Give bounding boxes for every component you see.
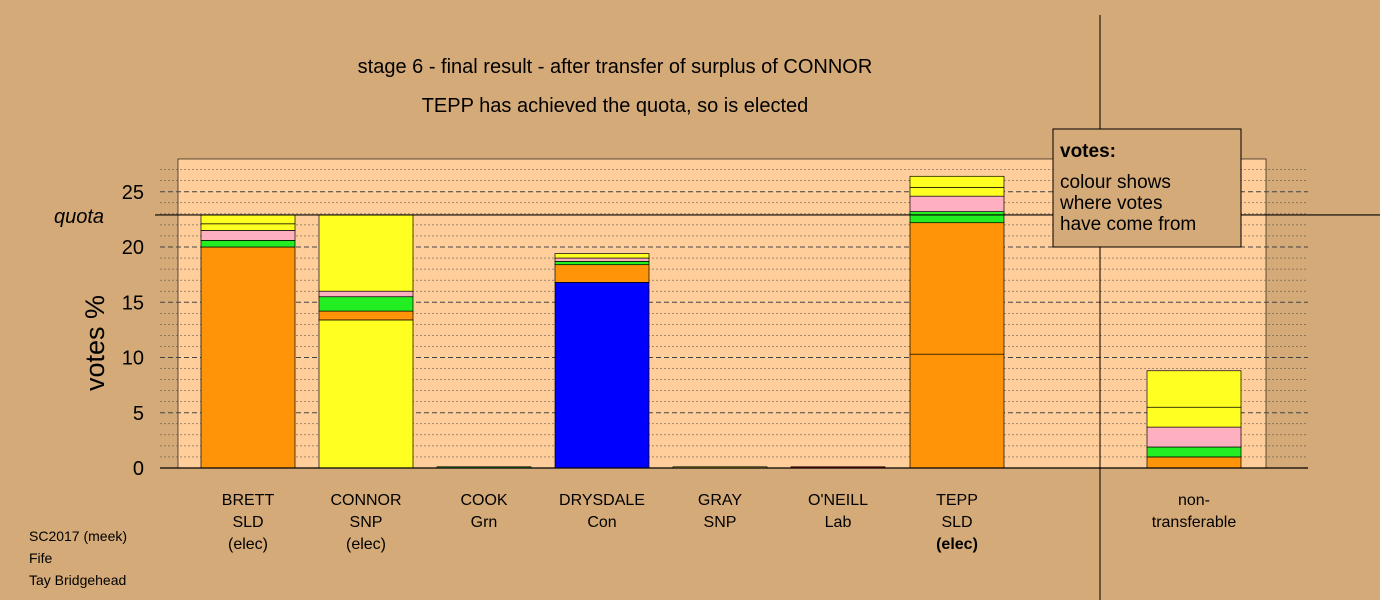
bars bbox=[200, 175, 1242, 469]
candidate-label-cook-name: COOK bbox=[460, 492, 507, 509]
legend-line-3: have come from bbox=[1060, 214, 1196, 235]
footer-line-3: Tay Bridgehead bbox=[29, 572, 126, 588]
candidate-label-brett-party: SLD bbox=[232, 514, 263, 531]
candidate-label-tepp-name: TEPP bbox=[936, 492, 978, 509]
bar-tepp-segment-4 bbox=[909, 186, 1005, 197]
y-tick-label: 25 bbox=[122, 182, 144, 204]
chart-subtitle: TEPP has achieved the quota, so is elect… bbox=[422, 95, 809, 117]
bar-connor-segment-2 bbox=[318, 296, 414, 312]
bar-tepp-segment-2 bbox=[909, 211, 1005, 224]
y-tick-label: 0 bbox=[133, 458, 144, 480]
bar-tepp-segment-1 bbox=[909, 222, 1005, 355]
bar-nontransferable-segment-3 bbox=[1146, 406, 1242, 428]
bar-tepp-segment-0 bbox=[909, 353, 1005, 469]
y-tick-label: 10 bbox=[122, 348, 144, 370]
candidate-label-oneill-party: Lab bbox=[825, 514, 852, 531]
bar-nontransferable-segment-0 bbox=[1146, 456, 1242, 469]
bar-tepp-segment-3 bbox=[909, 195, 1005, 212]
candidate-label-cook-party: Grn bbox=[471, 514, 498, 531]
footer-line-1: SC2017 (meek) bbox=[29, 528, 127, 544]
legend-title: votes: bbox=[1060, 141, 1116, 162]
candidate-label-oneill-name: O'NEILL bbox=[808, 492, 868, 509]
bar-tepp-segment-5 bbox=[909, 175, 1005, 188]
y-tick-label: 15 bbox=[122, 292, 144, 314]
bar-drysdale-segment-4 bbox=[554, 253, 650, 259]
candidate-label-connor-party: SNP bbox=[350, 514, 383, 531]
bar-drysdale-segment-0 bbox=[554, 282, 650, 469]
nontransferable-label-1: non- bbox=[1178, 492, 1210, 509]
candidate-label-gray-name: GRAY bbox=[698, 492, 742, 509]
bar-connor-segment-1 bbox=[318, 310, 414, 321]
bar-connor-segment-4 bbox=[318, 214, 414, 292]
chart-title: stage 6 - final result - after transfer … bbox=[358, 56, 873, 78]
bar-brett-segment-4 bbox=[200, 214, 296, 225]
candidate-label-tepp-status: (elec) bbox=[936, 536, 978, 553]
candidate-label-connor-name: CONNOR bbox=[330, 492, 401, 509]
bar-brett-segment-1 bbox=[200, 240, 296, 248]
candidate-label-drysdale-party: Con bbox=[587, 514, 616, 531]
bar-connor-segment-0 bbox=[318, 319, 414, 469]
candidate-label-brett-status: (elec) bbox=[228, 536, 268, 553]
legend-frame bbox=[1052, 128, 1242, 248]
candidate-labels: BRETT SLD (elec) CONNOR SNP (elec) COOK Grn DRYS… bbox=[222, 492, 1237, 553]
legend-box: votes: colour shows where votes have com… bbox=[1052, 128, 1242, 248]
bar-nontransferable-segment-2 bbox=[1146, 426, 1242, 448]
bar-drysdale-segment-3 bbox=[554, 257, 650, 262]
bar-brett-segment-2 bbox=[200, 230, 296, 241]
quota-label: quota bbox=[54, 206, 104, 228]
nontransferable-label-2: transferable bbox=[1152, 514, 1237, 531]
y-tick-label: 5 bbox=[133, 403, 144, 425]
candidate-label-tepp-party: SLD bbox=[941, 514, 972, 531]
bar-nontransferable-segment-4 bbox=[1146, 370, 1242, 408]
bar-drysdale-segment-1 bbox=[554, 264, 650, 283]
bar-brett-segment-0 bbox=[200, 246, 296, 469]
candidate-label-drysdale-name: DRYSDALE bbox=[559, 492, 645, 509]
bar-brett-segment-3 bbox=[200, 223, 296, 231]
legend-line-1: colour shows bbox=[1060, 172, 1171, 193]
legend-line-2: where votes bbox=[1059, 193, 1162, 214]
candidate-label-gray-party: SNP bbox=[704, 514, 737, 531]
candidate-label-connor-status: (elec) bbox=[346, 536, 386, 553]
bar-nontransferable-segment-1 bbox=[1146, 446, 1242, 458]
bar-drysdale-segment-2 bbox=[554, 261, 650, 266]
candidate-label-brett-name: BRETT bbox=[222, 492, 275, 509]
bar-connor-segment-3 bbox=[318, 290, 414, 298]
footer-line-2: Fife bbox=[29, 550, 53, 566]
y-tick-label: 20 bbox=[122, 237, 144, 259]
y-axis-label: votes % bbox=[80, 295, 110, 391]
